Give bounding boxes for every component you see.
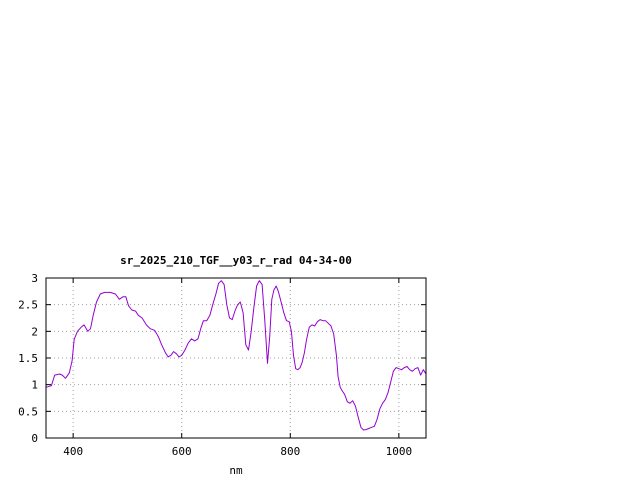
- series-layer: [45, 280, 427, 431]
- chart-title: sr_2025_210_TGF__y03_r_rad 04-34-00: [120, 254, 352, 267]
- tick-layer: 0 0.5 1 1.5 2 2.5 3 400 600 800 1000: [18, 272, 426, 458]
- x-tick-label: 800: [280, 445, 300, 458]
- y-tick-label: 1: [31, 379, 38, 392]
- y-tick-label: 1.5: [18, 352, 38, 365]
- x-tick-label: 1000: [386, 445, 413, 458]
- y-tick-label: 3: [31, 272, 38, 285]
- series-line: [45, 280, 427, 431]
- y-tick-label: 0: [31, 432, 38, 445]
- y-tick-label: 2.5: [18, 299, 38, 312]
- x-tick-label: 600: [172, 445, 192, 458]
- x-axis-label: nm: [229, 464, 243, 477]
- grid-layer: [46, 278, 426, 438]
- y-tick-label: 0.5: [18, 405, 38, 418]
- x-tick-label: 400: [63, 445, 83, 458]
- y-tick-label: 2: [31, 325, 38, 338]
